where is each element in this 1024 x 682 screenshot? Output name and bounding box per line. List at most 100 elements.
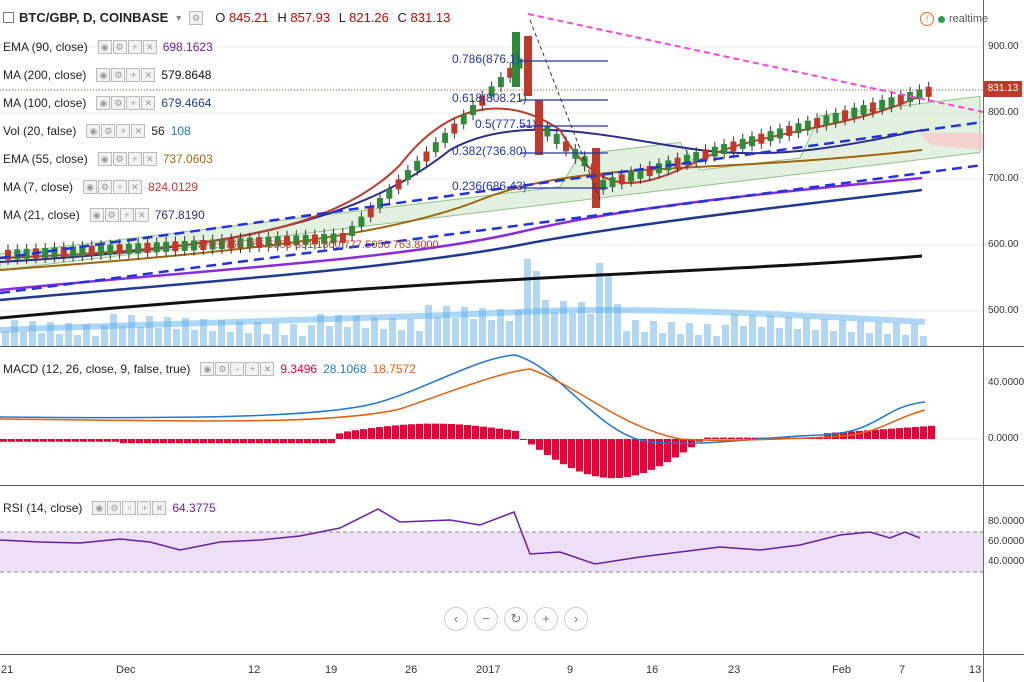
more-icon[interactable]: +: [127, 40, 142, 54]
more-icon[interactable]: +: [245, 362, 260, 376]
visibility-icon[interactable]: ◉: [200, 362, 215, 376]
move-icon[interactable]: ▫: [230, 362, 245, 376]
indicator-controls[interactable]: ◉ ⚙ + ✕: [97, 40, 157, 54]
close-icon[interactable]: ✕: [128, 180, 143, 194]
volume-bar: [335, 315, 342, 346]
more-icon[interactable]: +: [127, 152, 142, 166]
collapse-icon[interactable]: [3, 12, 14, 23]
settings-icon[interactable]: ⚙: [101, 124, 116, 138]
scroll-right-button[interactable]: ›: [564, 607, 588, 631]
volume-bar: [83, 324, 90, 346]
visibility-icon[interactable]: ◉: [92, 501, 107, 515]
indicator-label[interactable]: Vol (20, false): [3, 124, 77, 138]
settings-icon[interactable]: ⚙: [189, 10, 204, 25]
settings-icon[interactable]: ⚙: [104, 208, 119, 222]
indicator-label[interactable]: MA (7, close): [3, 180, 74, 194]
macd-controls[interactable]: ◉ ⚙ ▫ + ✕: [200, 362, 275, 376]
close-icon[interactable]: ✕: [142, 152, 157, 166]
settings-icon[interactable]: ⚙: [107, 501, 122, 515]
close-icon[interactable]: ✕: [152, 501, 167, 515]
volume-bar: [209, 331, 216, 346]
settings-icon[interactable]: ⚙: [111, 96, 126, 110]
price-scale[interactable]: [983, 0, 1024, 682]
rsi-pane[interactable]: [0, 486, 983, 654]
move-icon[interactable]: ▫: [122, 501, 137, 515]
macd-chart[interactable]: [0, 347, 983, 485]
time-tick-label: 16: [646, 664, 659, 676]
volume-bar: [875, 322, 882, 346]
candle-body: [377, 198, 383, 208]
rsi-chart[interactable]: [0, 486, 983, 654]
close-icon[interactable]: ✕: [131, 124, 146, 138]
candle-body: [674, 157, 681, 168]
volume-bar: [686, 323, 693, 346]
volume-bar: [902, 335, 909, 346]
macd-histogram-bar: [664, 439, 671, 463]
symbol-title[interactable]: BTC/GBP, D, COINBASE: [19, 10, 169, 25]
more-icon[interactable]: +: [126, 68, 141, 82]
price-chart[interactable]: [0, 0, 983, 346]
indicator-controls[interactable]: ◉ ⚙ + ✕: [83, 180, 143, 194]
indicator-controls[interactable]: ◉ ⚙ + ✕: [89, 208, 149, 222]
indicator-controls[interactable]: ◉ ⚙ + ✕: [97, 152, 157, 166]
candle-body: [200, 239, 207, 250]
indicator-controls[interactable]: ◉ ⚙ + ✕: [96, 96, 156, 110]
zoom-out-button[interactable]: −: [474, 607, 498, 631]
macd-histogram-bar: [288, 439, 295, 444]
settings-icon[interactable]: ⚙: [112, 152, 127, 166]
indicator-label[interactable]: MA (100, close): [3, 96, 87, 110]
volume-bar: [137, 327, 144, 346]
indicator-controls[interactable]: ◉ ⚙ + ✕: [86, 124, 146, 138]
indicator-label[interactable]: MA (200, close): [3, 68, 87, 82]
dropdown-icon[interactable]: ▼: [174, 12, 184, 23]
indicator-value: 579.8648: [161, 68, 212, 82]
title-controls[interactable]: ⚙: [189, 10, 204, 25]
visibility-icon[interactable]: ◉: [89, 208, 104, 222]
indicator-controls[interactable]: ◉ ⚙ + ✕: [96, 68, 156, 82]
visibility-icon[interactable]: ◉: [97, 152, 112, 166]
volume-bar: [695, 335, 702, 346]
candle-body: [209, 239, 216, 250]
warning-icon[interactable]: !: [920, 12, 934, 26]
zoom-in-button[interactable]: +: [534, 607, 558, 631]
macd-histogram-bar: [560, 439, 567, 465]
indicator-label[interactable]: MA (21, close): [3, 208, 80, 222]
macd-pane[interactable]: [0, 347, 983, 485]
visibility-icon[interactable]: ◉: [86, 124, 101, 138]
pane-separator[interactable]: [0, 485, 1024, 486]
visibility-icon[interactable]: ◉: [97, 40, 112, 54]
more-icon[interactable]: +: [126, 96, 141, 110]
settings-icon[interactable]: ⚙: [112, 40, 127, 54]
more-icon[interactable]: +: [113, 180, 128, 194]
indicator-label[interactable]: EMA (55, close): [3, 152, 88, 166]
more-icon[interactable]: +: [137, 501, 152, 515]
close-icon[interactable]: ✕: [141, 68, 156, 82]
reset-button[interactable]: ↻: [504, 607, 528, 631]
volume-bar: [245, 333, 252, 346]
scroll-left-button[interactable]: ‹: [444, 607, 468, 631]
price-pane[interactable]: [0, 0, 983, 346]
pane-separator[interactable]: [0, 346, 1024, 347]
visibility-icon[interactable]: ◉: [96, 96, 111, 110]
visibility-icon[interactable]: ◉: [96, 68, 111, 82]
rsi-controls[interactable]: ◉ ⚙ ▫ + ✕: [92, 501, 167, 515]
settings-icon[interactable]: ⚙: [215, 362, 230, 376]
close-icon[interactable]: ✕: [142, 40, 157, 54]
close-icon[interactable]: ✕: [141, 96, 156, 110]
more-icon[interactable]: +: [119, 208, 134, 222]
settings-icon[interactable]: ⚙: [111, 68, 126, 82]
macd-histogram-bar: [456, 424, 463, 439]
macd-histogram-bar: [72, 439, 79, 442]
indicator-label[interactable]: EMA (90, close): [3, 40, 88, 54]
more-icon[interactable]: +: [116, 124, 131, 138]
volume-bar: [479, 308, 486, 346]
candle-body: [163, 241, 170, 252]
visibility-icon[interactable]: ◉: [83, 180, 98, 194]
macd-histogram-bar: [136, 439, 143, 444]
macd-histogram-bar: [128, 439, 135, 444]
settings-icon[interactable]: ⚙: [98, 180, 113, 194]
close-icon[interactable]: ✕: [134, 208, 149, 222]
macd-label[interactable]: MACD (12, 26, close, 9, false, true): [3, 362, 191, 376]
rsi-label[interactable]: RSI (14, close): [3, 501, 83, 515]
close-icon[interactable]: ✕: [260, 362, 275, 376]
